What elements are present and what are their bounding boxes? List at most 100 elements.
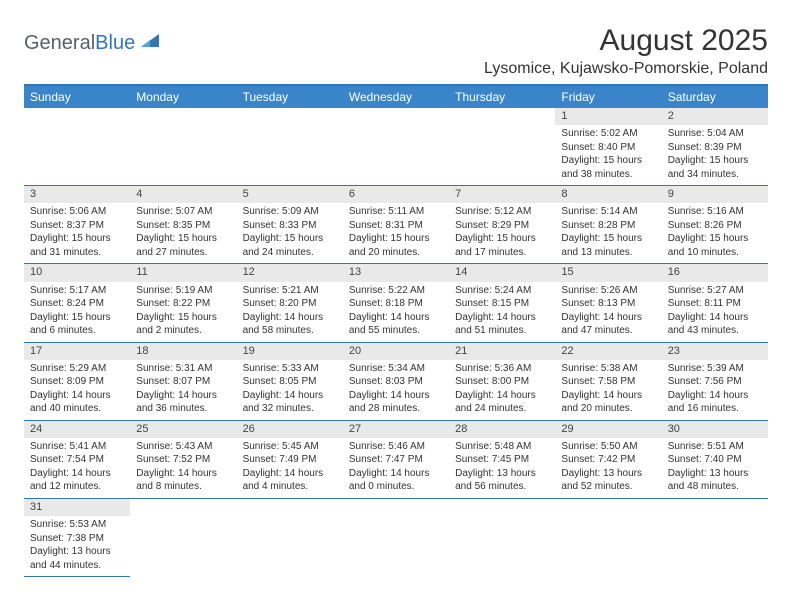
sunset-line: Sunset: 8:13 PM [561,297,655,311]
day-number: 20 [343,343,449,360]
sunset-line: Sunset: 7:38 PM [30,532,124,546]
calendar-cell [343,498,449,576]
sunrise-line: Sunrise: 5:09 AM [243,205,337,219]
calendar-cell: 4Sunrise: 5:07 AMSunset: 8:35 PMDaylight… [130,186,236,264]
brand-general: General [24,32,95,55]
day-details: Sunrise: 5:06 AMSunset: 8:37 PMDaylight:… [24,203,130,263]
sunset-line: Sunset: 8:09 PM [30,375,124,389]
weekday-header: Thursday [449,85,555,108]
sunset-line: Sunset: 7:54 PM [30,453,124,467]
sunrise-line: Sunrise: 5:12 AM [455,205,549,219]
sunset-line: Sunset: 7:40 PM [668,453,762,467]
header: General Blue August 2025 Lysomice, Kujaw… [24,24,768,78]
calendar-cell [343,108,449,186]
day-details: Sunrise: 5:53 AMSunset: 7:38 PMDaylight:… [24,516,130,576]
sunset-line: Sunset: 8:15 PM [455,297,549,311]
calendar-cell [555,498,661,576]
calendar-cell: 19Sunrise: 5:33 AMSunset: 8:05 PMDayligh… [237,342,343,420]
day-number: 1 [555,108,661,125]
daylight-line: Daylight: 15 hours and 27 minutes. [136,232,230,259]
sunset-line: Sunset: 8:11 PM [668,297,762,311]
day-number: 18 [130,343,236,360]
calendar-cell: 5Sunrise: 5:09 AMSunset: 8:33 PMDaylight… [237,186,343,264]
sunrise-line: Sunrise: 5:21 AM [243,284,337,298]
day-details: Sunrise: 5:34 AMSunset: 8:03 PMDaylight:… [343,360,449,420]
daylight-line: Daylight: 13 hours and 48 minutes. [668,467,762,494]
day-details: Sunrise: 5:45 AMSunset: 7:49 PMDaylight:… [237,438,343,498]
day-details: Sunrise: 5:12 AMSunset: 8:29 PMDaylight:… [449,203,555,263]
daylight-line: Daylight: 15 hours and 17 minutes. [455,232,549,259]
daylight-line: Daylight: 14 hours and 16 minutes. [668,389,762,416]
daylight-line: Daylight: 14 hours and 4 minutes. [243,467,337,494]
daylight-line: Daylight: 15 hours and 38 minutes. [561,154,655,181]
day-number: 7 [449,186,555,203]
weekday-header: Saturday [662,85,768,108]
calendar-week-row: 1Sunrise: 5:02 AMSunset: 8:40 PMDaylight… [24,108,768,186]
day-details: Sunrise: 5:22 AMSunset: 8:18 PMDaylight:… [343,282,449,342]
day-number: 13 [343,264,449,281]
day-number: 26 [237,421,343,438]
sunrise-line: Sunrise: 5:46 AM [349,440,443,454]
day-number: 19 [237,343,343,360]
sunset-line: Sunset: 7:45 PM [455,453,549,467]
daylight-line: Daylight: 14 hours and 0 minutes. [349,467,443,494]
calendar-cell: 10Sunrise: 5:17 AMSunset: 8:24 PMDayligh… [24,264,130,342]
day-number: 11 [130,264,236,281]
sunrise-line: Sunrise: 5:41 AM [30,440,124,454]
day-number: 10 [24,264,130,281]
day-number: 2 [662,108,768,125]
calendar-cell: 23Sunrise: 5:39 AMSunset: 7:56 PMDayligh… [662,342,768,420]
sunrise-line: Sunrise: 5:50 AM [561,440,655,454]
daylight-line: Daylight: 15 hours and 6 minutes. [30,311,124,338]
sunrise-line: Sunrise: 5:45 AM [243,440,337,454]
day-details: Sunrise: 5:21 AMSunset: 8:20 PMDaylight:… [237,282,343,342]
calendar-cell: 16Sunrise: 5:27 AMSunset: 8:11 PMDayligh… [662,264,768,342]
calendar-cell: 24Sunrise: 5:41 AMSunset: 7:54 PMDayligh… [24,420,130,498]
daylight-line: Daylight: 15 hours and 31 minutes. [30,232,124,259]
calendar-cell [130,498,236,576]
daylight-line: Daylight: 14 hours and 40 minutes. [30,389,124,416]
calendar-week-row: 31Sunrise: 5:53 AMSunset: 7:38 PMDayligh… [24,498,768,576]
daylight-line: Daylight: 14 hours and 55 minutes. [349,311,443,338]
day-number: 8 [555,186,661,203]
day-number: 9 [662,186,768,203]
sunset-line: Sunset: 8:37 PM [30,219,124,233]
sunrise-line: Sunrise: 5:11 AM [349,205,443,219]
day-number: 5 [237,186,343,203]
calendar-cell: 8Sunrise: 5:14 AMSunset: 8:28 PMDaylight… [555,186,661,264]
calendar-cell: 11Sunrise: 5:19 AMSunset: 8:22 PMDayligh… [130,264,236,342]
day-details: Sunrise: 5:16 AMSunset: 8:26 PMDaylight:… [662,203,768,263]
sunrise-line: Sunrise: 5:14 AM [561,205,655,219]
sunset-line: Sunset: 8:39 PM [668,141,762,155]
day-number: 28 [449,421,555,438]
calendar-cell: 7Sunrise: 5:12 AMSunset: 8:29 PMDaylight… [449,186,555,264]
sunrise-line: Sunrise: 5:38 AM [561,362,655,376]
day-number: 21 [449,343,555,360]
title-block: August 2025 Lysomice, Kujawsko-Pomorskie… [484,24,768,78]
sunrise-line: Sunrise: 5:04 AM [668,127,762,141]
daylight-line: Daylight: 15 hours and 24 minutes. [243,232,337,259]
calendar-cell: 12Sunrise: 5:21 AMSunset: 8:20 PMDayligh… [237,264,343,342]
daylight-line: Daylight: 14 hours and 36 minutes. [136,389,230,416]
day-number: 15 [555,264,661,281]
sunset-line: Sunset: 8:31 PM [349,219,443,233]
daylight-line: Daylight: 14 hours and 12 minutes. [30,467,124,494]
sunset-line: Sunset: 7:56 PM [668,375,762,389]
day-details: Sunrise: 5:19 AMSunset: 8:22 PMDaylight:… [130,282,236,342]
sunset-line: Sunset: 7:52 PM [136,453,230,467]
day-details: Sunrise: 5:11 AMSunset: 8:31 PMDaylight:… [343,203,449,263]
weekday-header: Friday [555,85,661,108]
sunrise-line: Sunrise: 5:33 AM [243,362,337,376]
sunset-line: Sunset: 7:47 PM [349,453,443,467]
brand-blue: Blue [95,32,135,55]
calendar-cell [449,498,555,576]
daylight-line: Daylight: 14 hours and 24 minutes. [455,389,549,416]
day-details: Sunrise: 5:36 AMSunset: 8:00 PMDaylight:… [449,360,555,420]
calendar-cell: 17Sunrise: 5:29 AMSunset: 8:09 PMDayligh… [24,342,130,420]
sunrise-line: Sunrise: 5:27 AM [668,284,762,298]
calendar-week-row: 10Sunrise: 5:17 AMSunset: 8:24 PMDayligh… [24,264,768,342]
calendar-cell [237,108,343,186]
day-number: 16 [662,264,768,281]
daylight-line: Daylight: 15 hours and 2 minutes. [136,311,230,338]
sunset-line: Sunset: 8:28 PM [561,219,655,233]
